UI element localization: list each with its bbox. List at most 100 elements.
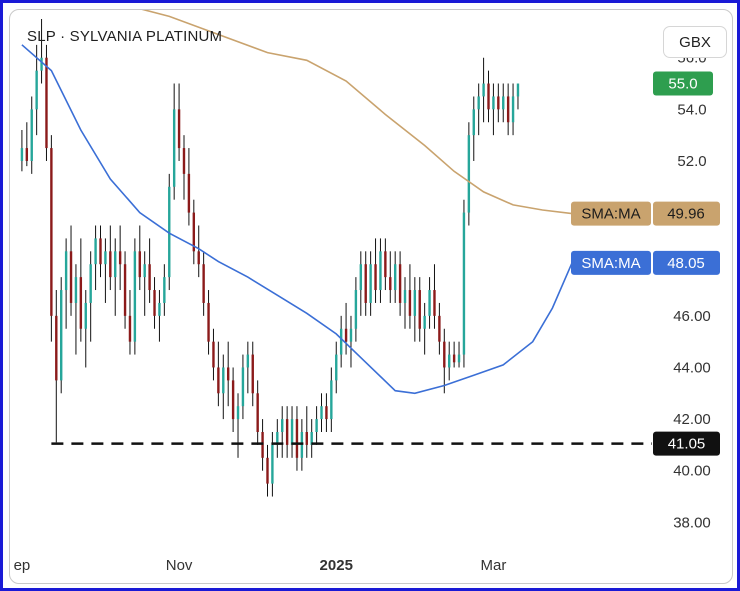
candle-body: [168, 186, 171, 278]
candle-body: [236, 406, 240, 420]
plot-area: [20, 10, 652, 497]
sma-name-badge-bg-2: [571, 250, 651, 275]
candle-body: [187, 173, 191, 213]
candle-body: [69, 251, 73, 303]
candle-body: [271, 444, 274, 484]
candle-body: [60, 290, 63, 381]
title-separator: ·: [60, 28, 66, 45]
candle-body: [246, 354, 250, 368]
candle-body: [153, 290, 156, 316]
candle-body: [325, 406, 328, 420]
candle-body: [148, 264, 151, 291]
y-tick-label: 52.0: [677, 153, 706, 170]
candle-body: [482, 83, 485, 97]
sma-name-label-2: SMA:MA: [581, 255, 640, 272]
candle-body: [457, 354, 461, 363]
candle-body: [335, 354, 338, 381]
x-tick-label: Nov: [166, 557, 193, 574]
candle-body: [506, 96, 510, 123]
candle-body: [369, 264, 372, 303]
candle-body: [310, 432, 313, 445]
currency-button[interactable]: GBX: [663, 26, 727, 58]
candle-body: [84, 302, 87, 329]
chart-panel: 38.00 40.00 42.00 44.00 46.00 52.0 54.0 56.0 ep N…: [9, 9, 733, 584]
candle-body: [118, 251, 122, 265]
candle-body: [462, 212, 466, 355]
candle-body: [217, 367, 220, 394]
candle-body: [172, 109, 176, 187]
candle-body: [207, 302, 210, 342]
candle-body: [516, 83, 520, 97]
candle-body: [423, 315, 426, 329]
y-tick-label: 42.00: [673, 411, 711, 428]
sma-value-label-1: 49.96: [667, 206, 705, 223]
candle-body: [281, 419, 284, 433]
candle-body: [123, 264, 127, 316]
candle-body: [99, 238, 102, 265]
candle-body: [266, 457, 269, 484]
candle-body: [231, 380, 235, 420]
candle-body: [55, 315, 58, 381]
candle-body: [20, 148, 24, 161]
candle-body: [330, 380, 333, 420]
price-badge-bg: [653, 71, 713, 96]
x-tick-label: ep: [14, 557, 31, 574]
candle-body: [511, 96, 515, 123]
candle-body: [438, 315, 441, 342]
y-tick-label: 54.0: [677, 101, 706, 118]
candle-body: [138, 251, 141, 278]
candle-body: [241, 367, 245, 407]
candle-body: [349, 328, 353, 342]
symbol-label: SLP: [27, 28, 56, 45]
candle-body: [374, 264, 377, 291]
y-tick-label: 38.00: [673, 514, 711, 531]
candle-body: [89, 264, 92, 303]
sma-line-1: [141, 10, 573, 215]
candle-body: [30, 109, 33, 161]
y-tick-label: 40.00: [673, 463, 711, 480]
candle-body: [177, 109, 181, 149]
sma-value-badge-bg-2: [653, 250, 720, 275]
candle-body: [467, 135, 471, 213]
candle-body: [182, 148, 186, 174]
candle-body: [448, 354, 451, 368]
candle-body: [251, 354, 254, 394]
candle-body: [433, 290, 436, 316]
candle-body: [143, 264, 146, 278]
candle-body: [393, 264, 397, 291]
candle-body: [256, 393, 259, 433]
candle-body: [128, 315, 132, 342]
candle-body: [290, 419, 294, 445]
sma-line-2: [21, 44, 573, 395]
candle-body: [315, 419, 318, 433]
y-tick-label: 44.00: [673, 359, 711, 376]
candle-body: [64, 251, 68, 291]
y-tick-label: 46.00: [673, 308, 711, 325]
support-badge-text: 41.05: [668, 436, 706, 453]
instrument-name: SYLVANIA PLATINUM: [69, 28, 223, 45]
candle-body: [285, 419, 289, 445]
candle-body: [487, 83, 490, 110]
sma-name-badge-bg-1: [571, 201, 651, 226]
candle-body: [226, 367, 230, 381]
candle-body: [477, 96, 480, 110]
candle-body: [50, 148, 53, 316]
candle-body: [94, 238, 97, 265]
candle-body: [212, 341, 215, 368]
candle-body: [202, 264, 205, 303]
chart-title: SLP · SYLVANIA PLATINUM: [27, 28, 222, 45]
x-tick-label: Mar: [480, 557, 506, 574]
candle-body: [158, 302, 161, 316]
candle-body: [109, 251, 112, 278]
candle-body: [104, 251, 107, 265]
candle-body: [295, 419, 299, 458]
candle-body: [339, 328, 343, 355]
candle-body: [300, 432, 304, 458]
candle-body: [25, 148, 29, 161]
candle-body: [261, 432, 264, 458]
candle-body: [74, 277, 78, 303]
candle-body: [502, 96, 505, 110]
candle-body: [497, 96, 500, 110]
